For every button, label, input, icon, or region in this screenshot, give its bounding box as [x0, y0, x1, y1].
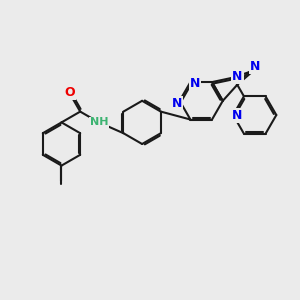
Text: N: N	[190, 77, 200, 90]
Text: O: O	[64, 86, 75, 99]
Text: N: N	[250, 60, 260, 73]
Text: N: N	[232, 109, 242, 122]
Text: N: N	[232, 70, 242, 83]
Text: NH: NH	[90, 117, 108, 128]
Text: N: N	[172, 97, 182, 110]
